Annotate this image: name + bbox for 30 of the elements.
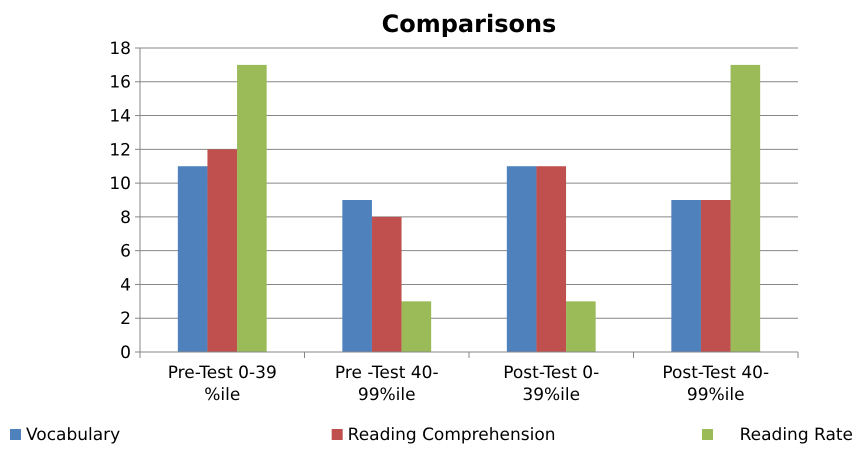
chart-title: Comparisons (382, 10, 556, 38)
bar (178, 166, 208, 352)
bar (402, 301, 432, 352)
bar (372, 216, 402, 352)
legend-label: Reading Rate (740, 425, 853, 445)
y-tick-label: 10 (109, 174, 131, 194)
y-tick-label: 12 (109, 140, 131, 160)
x-tick-label: Pre -Test 40-99%ile (334, 363, 439, 405)
y-tick-label: 16 (109, 72, 131, 93)
bar (207, 149, 238, 352)
y-tick-label: 18 (109, 38, 131, 59)
x-tick-label: Post-Test 40-99%ile (662, 363, 770, 405)
y-tick-label: 2 (120, 309, 131, 330)
bar (566, 301, 596, 352)
bar (730, 64, 760, 352)
bar (671, 200, 701, 352)
legend-label: Reading Comprehension (348, 425, 556, 445)
y-tick-label: 8 (120, 208, 131, 228)
bar (237, 64, 267, 352)
y-tick-label: 4 (120, 275, 131, 296)
bar (536, 166, 566, 352)
y-tick-label: 14 (109, 106, 131, 127)
legend-label: Vocabulary (26, 425, 120, 445)
y-tick-label: 6 (120, 242, 131, 262)
bar (506, 166, 536, 352)
x-tick-label: Pre-Test 0-39 %ile (168, 363, 277, 405)
bar (700, 200, 731, 352)
y-tick-label: 0 (120, 342, 131, 363)
bar (342, 200, 372, 352)
x-tick-label: Post-Test 0-39%ile (503, 363, 600, 405)
